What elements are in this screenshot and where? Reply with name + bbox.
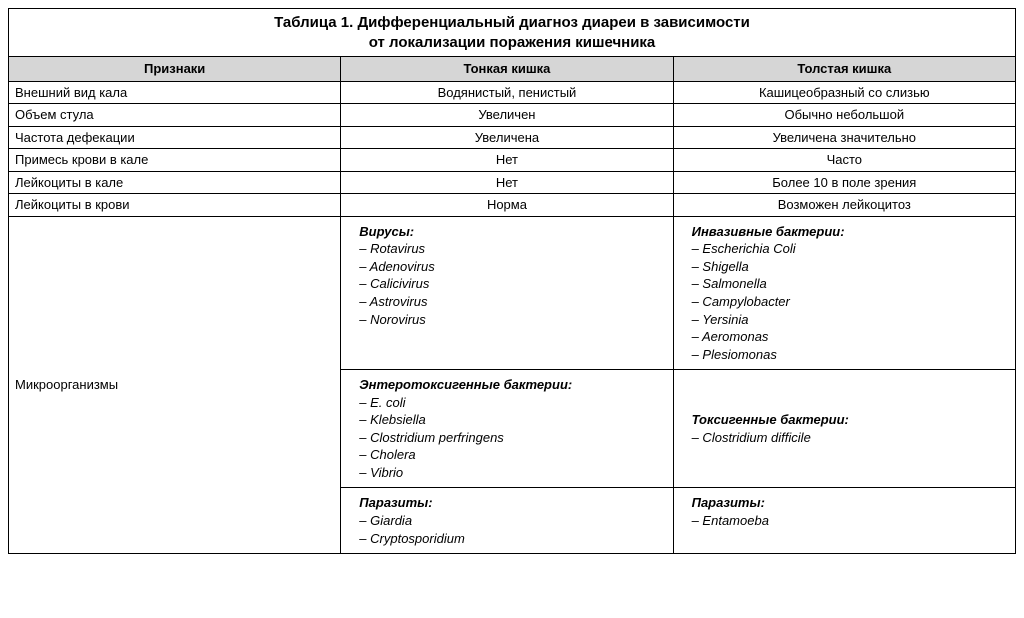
- organism-group-cell: Паразиты:– Entamoeba: [673, 488, 1015, 554]
- organism-item: – Clostridium perfringens: [359, 429, 662, 447]
- organism-item: – Norovirus: [359, 311, 662, 329]
- organism-item: – Salmonella: [692, 275, 1005, 293]
- thick-cell: Увеличена значительно: [673, 126, 1015, 149]
- col-header-thin: Тонкая кишка: [341, 57, 673, 82]
- col-header-thick: Толстая кишка: [673, 57, 1015, 82]
- organism-item: – Clostridium difficile: [692, 429, 1005, 447]
- organism-group-cell: Токсигенные бактерии:– Clostridium diffi…: [673, 370, 1015, 488]
- organism-item: – Rotavirus: [359, 240, 662, 258]
- organism-item: – Cryptosporidium: [359, 530, 662, 548]
- table-row: Лейкоциты в калеНетБолее 10 в поле зрени…: [9, 171, 1016, 194]
- organism-item: – Escherichia Coli: [692, 240, 1005, 258]
- organism-group-cell: Инвазивные бактерии:– Escherichia Coli– …: [673, 216, 1015, 369]
- table-row: Внешний вид калаВодянистый, пенистыйКаши…: [9, 81, 1016, 104]
- organism-item: – Astrovirus: [359, 293, 662, 311]
- organism-item: – Klebsiella: [359, 411, 662, 429]
- organism-group-title: Паразиты:: [359, 494, 662, 512]
- organism-item: – E. coli: [359, 394, 662, 412]
- thin-cell: Нет: [341, 149, 673, 172]
- organism-item: – Giardia: [359, 512, 662, 530]
- organism-item: – Calicivirus: [359, 275, 662, 293]
- table-title: Таблица 1. Дифференциальный диагноз диар…: [9, 9, 1016, 57]
- organism-group-title: Инвазивные бактерии:: [692, 223, 1005, 241]
- organism-group-cell: Паразиты:– Giardia– Cryptosporidium: [341, 488, 673, 554]
- organism-group-cell: Вирусы:– Rotavirus– Adenovirus– Calicivi…: [341, 216, 673, 369]
- thin-cell: Увеличена: [341, 126, 673, 149]
- organism-group-title: Паразиты:: [692, 494, 1005, 512]
- organism-item: – Vibrio: [359, 464, 662, 482]
- thick-cell: Возможен лейкоцитоз: [673, 194, 1015, 217]
- thick-cell: Кашицеобразный со слизью: [673, 81, 1015, 104]
- sign-cell: Частота дефекации: [9, 126, 341, 149]
- microorganisms-label: Микроорганизмы: [9, 216, 341, 553]
- thick-cell: Обычно небольшой: [673, 104, 1015, 127]
- organism-item: – Aeromonas: [692, 328, 1005, 346]
- diagnosis-table: Таблица 1. Дифференциальный диагноз диар…: [8, 8, 1016, 554]
- thin-cell: Увеличен: [341, 104, 673, 127]
- thick-cell: Часто: [673, 149, 1015, 172]
- thin-cell: Нет: [341, 171, 673, 194]
- table-row: Примесь крови в калеНетЧасто: [9, 149, 1016, 172]
- thick-cell: Более 10 в поле зрения: [673, 171, 1015, 194]
- sign-cell: Лейкоциты в кале: [9, 171, 341, 194]
- organism-item: – Campylobacter: [692, 293, 1005, 311]
- organism-item: – Entamoeba: [692, 512, 1005, 530]
- title-row: Таблица 1. Дифференциальный диагноз диар…: [9, 9, 1016, 57]
- organism-item: – Shigella: [692, 258, 1005, 276]
- organism-item: – Yersinia: [692, 311, 1005, 329]
- table-row: Лейкоциты в кровиНормаВозможен лейкоцито…: [9, 194, 1016, 217]
- thin-cell: Водянистый, пенистый: [341, 81, 673, 104]
- organism-item: – Adenovirus: [359, 258, 662, 276]
- header-row: Признаки Тонкая кишка Толстая кишка: [9, 57, 1016, 82]
- organism-group-title: Энтеротоксигенные бактерии:: [359, 376, 662, 394]
- microorganisms-row: МикроорганизмыВирусы:– Rotavirus– Adenov…: [9, 216, 1016, 369]
- table-row: Частота дефекацииУвеличенаУвеличена знач…: [9, 126, 1016, 149]
- sign-cell: Примесь крови в кале: [9, 149, 341, 172]
- organism-group-title: Токсигенные бактерии:: [692, 411, 1005, 429]
- col-header-signs: Признаки: [9, 57, 341, 82]
- table-row: Объем стулаУвеличенОбычно небольшой: [9, 104, 1016, 127]
- organism-group-cell: Энтеротоксигенные бактерии:– E. coli– Kl…: [341, 370, 673, 488]
- organism-item: – Plesiomonas: [692, 346, 1005, 364]
- sign-cell: Лейкоциты в крови: [9, 194, 341, 217]
- organism-group-title: Вирусы:: [359, 223, 662, 241]
- sign-cell: Внешний вид кала: [9, 81, 341, 104]
- organism-item: – Cholera: [359, 446, 662, 464]
- thin-cell: Норма: [341, 194, 673, 217]
- sign-cell: Объем стула: [9, 104, 341, 127]
